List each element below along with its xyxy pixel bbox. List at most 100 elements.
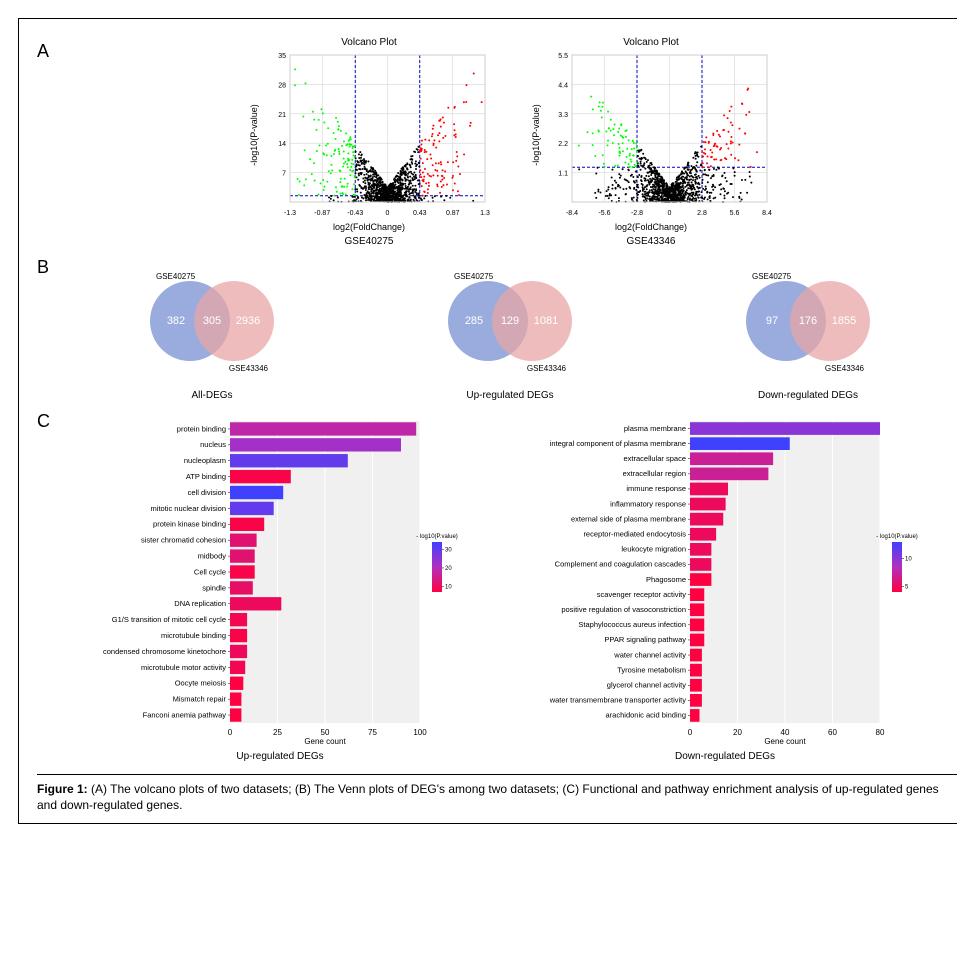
svg-text:80: 80 — [876, 728, 885, 737]
svg-text:extracellular space: extracellular space — [623, 454, 686, 463]
svg-text:sister chromatid cohesion: sister chromatid cohesion — [141, 536, 226, 545]
svg-text:1855: 1855 — [832, 315, 856, 327]
svg-text:Fanconi anemia pathway: Fanconi anemia pathway — [143, 710, 227, 719]
figure-frame: A Volcano Plot -log10(P-value) -1.3-0.87… — [18, 18, 957, 824]
svg-text:GSE40275: GSE40275 — [454, 272, 494, 281]
svg-text:3.3: 3.3 — [558, 112, 568, 119]
svg-text:40: 40 — [781, 728, 790, 737]
svg-text:PPAR signaling pathway: PPAR signaling pathway — [604, 635, 686, 644]
svg-text:microtubule binding: microtubule binding — [161, 631, 226, 640]
venn-all-label: All-DEGs — [87, 390, 337, 401]
svg-text:GSE43346: GSE43346 — [527, 364, 567, 373]
svg-text:Tyrosine metabolism: Tyrosine metabolism — [617, 665, 686, 674]
venn-down-label: Down-regulated DEGs — [683, 390, 933, 401]
svg-text:-2.8: -2.8 — [631, 210, 643, 217]
svg-text:-5.6: -5.6 — [598, 210, 610, 217]
svg-text:28: 28 — [278, 82, 286, 89]
svg-text:protein kinase binding: protein kinase binding — [153, 520, 226, 529]
svg-text:G1/S transition of mitotic cel: G1/S transition of mitotic cell cycle — [112, 615, 226, 624]
svg-text:0: 0 — [386, 210, 390, 217]
svg-text:-8.4: -8.4 — [566, 210, 578, 217]
svg-text:Complement and coagulation cas: Complement and coagulation cascades — [555, 560, 687, 569]
svg-text:305: 305 — [203, 315, 221, 327]
enrichment-charts: 0255075100Gene countprotein bindingnucle… — [63, 415, 957, 762]
svg-text:ATP binding: ATP binding — [186, 472, 226, 481]
svg-text:50: 50 — [321, 728, 330, 737]
venn-down: 97 176 1855 GSE40275 GSE43346 Down-regulated… — [683, 261, 933, 401]
figure-caption: Figure 1: (A) The volcano plots of two d… — [37, 774, 957, 813]
panel-b-label: B — [37, 257, 63, 401]
svg-text:nucleoplasm: nucleoplasm — [184, 456, 226, 465]
svg-text:35: 35 — [278, 53, 286, 60]
svg-text:2.8: 2.8 — [697, 210, 707, 217]
svg-text:scavenger receptor activity: scavenger receptor activity — [597, 590, 686, 599]
svg-text:receptor-mediated endocytosis: receptor-mediated endocytosis — [583, 530, 686, 539]
svg-text:GSE43346: GSE43346 — [229, 364, 269, 373]
svg-text:protein binding: protein binding — [177, 424, 226, 433]
enrich-up: 0255075100Gene countprotein bindingnucle… — [80, 415, 480, 762]
venn-all: 3823052936GSE40275GSE43346 All-DEGs — [87, 261, 337, 401]
volcano-right-sublabel: GSE43346 — [530, 236, 772, 247]
svg-text:4.4: 4.4 — [558, 82, 568, 89]
svg-text:0: 0 — [688, 728, 693, 737]
enrich-down: 020406080Gene countplasma membraneintegr… — [510, 415, 940, 762]
svg-text:-1.3: -1.3 — [284, 210, 296, 217]
svg-text:leukocyte migration: leukocyte migration — [621, 545, 686, 554]
svg-text:Phagosome: Phagosome — [646, 575, 686, 584]
svg-text:97: 97 — [766, 315, 778, 327]
svg-text:Oocyte meiosis: Oocyte meiosis — [175, 679, 227, 688]
panel-a-row: A Volcano Plot -log10(P-value) -1.3-0.87… — [37, 31, 957, 247]
svg-text:midbody: midbody — [198, 551, 227, 560]
svg-text:20: 20 — [733, 728, 742, 737]
svg-text:Gene count: Gene count — [764, 737, 806, 745]
svg-text:1.3: 1.3 — [480, 210, 490, 217]
svg-text:arachidonic acid binding: arachidonic acid binding — [606, 711, 686, 720]
svg-text:2.2: 2.2 — [558, 141, 568, 148]
svg-text:10: 10 — [905, 557, 912, 563]
svg-text:7: 7 — [282, 171, 286, 178]
volcano-left-xlabel: log2(FoldChange) — [248, 222, 490, 232]
svg-text:spindle: spindle — [202, 583, 226, 592]
svg-text:GSE43346: GSE43346 — [825, 364, 865, 373]
volcano-right-svg: -8.4-5.6-2.802.85.68.41.12.23.34.45.5 — [542, 50, 772, 220]
enrich-down-sublabel: Down-regulated DEGs — [675, 751, 775, 762]
volcano-right-xlabel: log2(FoldChange) — [530, 222, 772, 232]
svg-text:20: 20 — [445, 566, 452, 572]
svg-text:cell division: cell division — [188, 488, 226, 497]
svg-text:129: 129 — [501, 315, 519, 327]
volcano-left: Volcano Plot -log10(P-value) -1.3-0.87-0… — [248, 37, 490, 247]
venn-diagrams: 3823052936GSE40275GSE43346 All-DEGs 285 1… — [63, 261, 957, 401]
svg-text:0: 0 — [228, 728, 233, 737]
panel-b-row: B 3823052936GSE40275GSE43346 All-DEGs 28… — [37, 247, 957, 401]
svg-text:- log10(P.value): - log10(P.value) — [416, 534, 458, 540]
caption-label: Figure 1: — [37, 782, 88, 796]
panel-c-row: C 0255075100Gene countprotein bindingnuc… — [37, 401, 957, 762]
volcano-right-title: Volcano Plot — [530, 37, 772, 48]
svg-text:14: 14 — [278, 141, 286, 148]
svg-text:5: 5 — [905, 584, 909, 590]
svg-text:inflammatory response: inflammatory response — [610, 499, 686, 508]
volcano-left-ylabel: -log10(P-value) — [249, 129, 259, 141]
svg-text:water transmembrane transporte: water transmembrane transporter activity — [549, 696, 687, 705]
volcano-left-svg: -1.3-0.87-0.4300.430.871.3714212835 — [260, 50, 490, 220]
svg-text:Staphylococcus aureus infectio: Staphylococcus aureus infection — [578, 620, 686, 629]
svg-text:100: 100 — [413, 728, 427, 737]
svg-text:water channel activity: water channel activity — [613, 650, 686, 659]
volcano-left-sublabel: GSE40275 — [248, 236, 490, 247]
svg-text:Mismatch repair: Mismatch repair — [173, 695, 227, 704]
svg-text:60: 60 — [828, 728, 837, 737]
svg-text:GSE40275: GSE40275 — [752, 272, 792, 281]
svg-text:75: 75 — [368, 728, 377, 737]
svg-text:176: 176 — [799, 315, 817, 327]
svg-text:mitotic nuclear division: mitotic nuclear division — [151, 504, 226, 513]
svg-text:-0.43: -0.43 — [347, 210, 363, 217]
svg-text:Gene count: Gene count — [304, 737, 346, 745]
svg-text:285: 285 — [465, 315, 483, 327]
svg-text:integral component of plasma m: integral component of plasma membrane — [550, 439, 686, 448]
svg-text:0: 0 — [668, 210, 672, 217]
svg-text:0.43: 0.43 — [413, 210, 427, 217]
venn-up: 2851291081GSE40275GSE43346 Up-regulated … — [385, 261, 635, 401]
volcano-right: Volcano Plot -log10(P-value) -8.4-5.6-2.… — [530, 37, 772, 247]
svg-text:8.4: 8.4 — [762, 210, 772, 217]
venn-up-label: Up-regulated DEGs — [385, 390, 635, 401]
